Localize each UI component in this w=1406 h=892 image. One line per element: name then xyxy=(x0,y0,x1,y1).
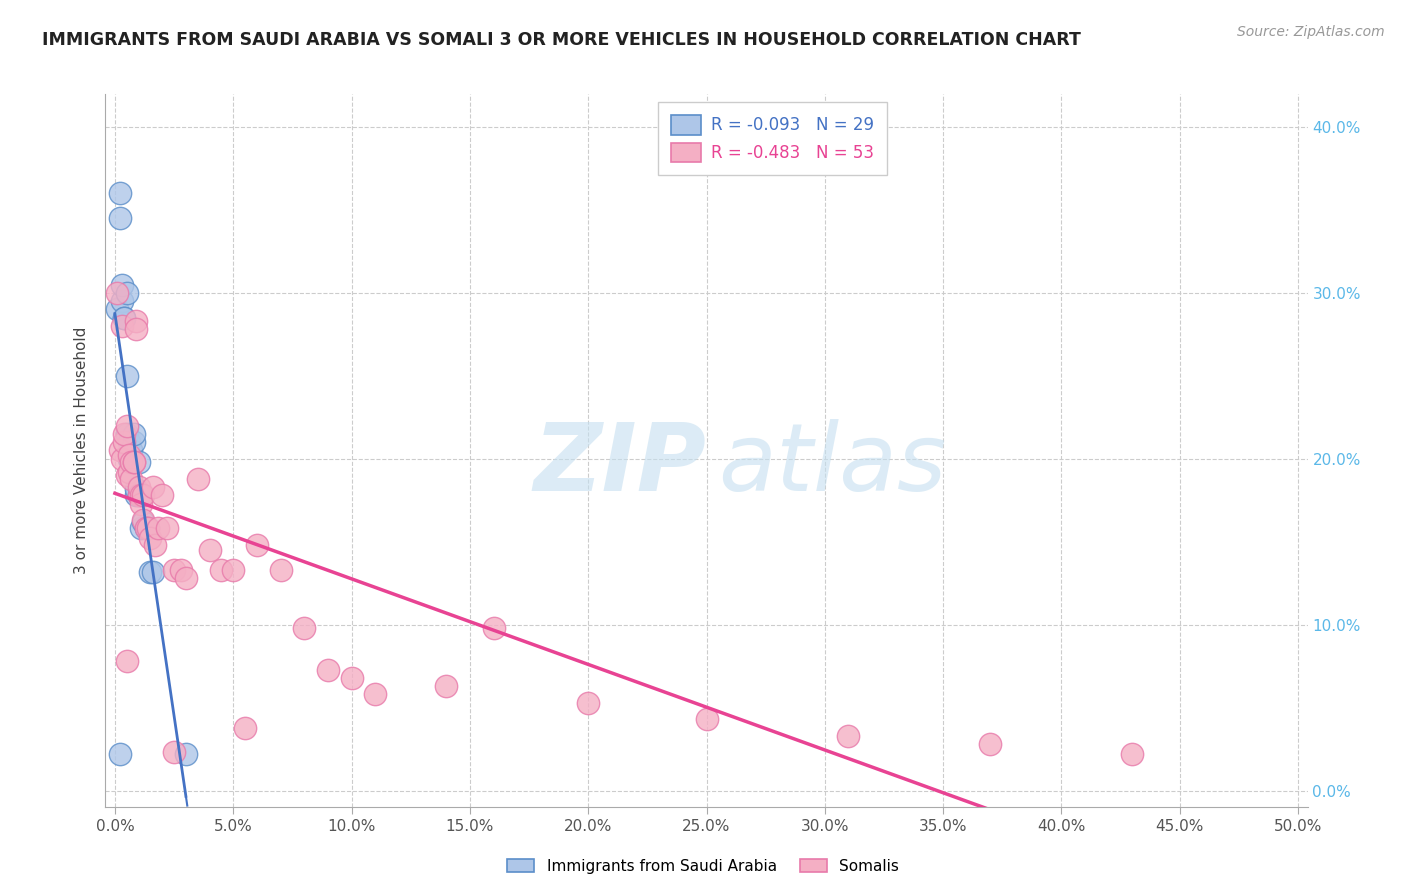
Point xyxy=(128,488,150,502)
Point xyxy=(128,455,150,469)
Point xyxy=(108,443,131,458)
Text: atlas: atlas xyxy=(718,419,946,510)
Point xyxy=(118,465,141,479)
Point xyxy=(128,480,150,494)
Point xyxy=(198,543,221,558)
Point xyxy=(209,563,232,577)
Legend: Immigrants from Saudi Arabia, Somalis: Immigrants from Saudi Arabia, Somalis xyxy=(501,853,905,880)
Point xyxy=(837,729,859,743)
Point xyxy=(174,571,197,585)
Point xyxy=(108,747,131,761)
Point xyxy=(136,521,159,535)
Point xyxy=(115,418,138,433)
Point xyxy=(118,449,141,463)
Point xyxy=(146,521,169,535)
Point xyxy=(115,285,138,300)
Point xyxy=(128,488,150,502)
Point xyxy=(129,488,152,502)
Point xyxy=(115,468,138,483)
Point xyxy=(170,563,193,577)
Point xyxy=(108,186,131,201)
Point xyxy=(115,426,138,441)
Text: IMMIGRANTS FROM SAUDI ARABIA VS SOMALI 3 OR MORE VEHICLES IN HOUSEHOLD CORRELATI: IMMIGRANTS FROM SAUDI ARABIA VS SOMALI 3… xyxy=(42,31,1081,49)
Point xyxy=(142,565,165,579)
Point xyxy=(143,538,166,552)
Point xyxy=(121,472,143,486)
Point xyxy=(125,314,148,328)
Point xyxy=(163,746,186,760)
Point xyxy=(139,532,162,546)
Point xyxy=(122,455,145,469)
Point xyxy=(115,368,138,383)
Point xyxy=(135,521,157,535)
Point xyxy=(105,285,128,300)
Point xyxy=(174,747,197,761)
Point xyxy=(121,455,143,469)
Point xyxy=(233,721,256,735)
Point xyxy=(156,521,179,535)
Point xyxy=(1121,747,1143,761)
Point xyxy=(187,472,209,486)
Point xyxy=(163,563,186,577)
Point xyxy=(122,455,145,469)
Point xyxy=(118,435,141,450)
Text: Source: ZipAtlas.com: Source: ZipAtlas.com xyxy=(1237,25,1385,39)
Point xyxy=(125,482,148,496)
Point xyxy=(122,435,145,450)
Point xyxy=(576,696,599,710)
Point xyxy=(112,426,135,441)
Point xyxy=(270,563,292,577)
Point xyxy=(129,488,152,502)
Point xyxy=(150,488,173,502)
Point xyxy=(135,521,157,535)
Point xyxy=(222,563,245,577)
Point xyxy=(292,621,315,635)
Point xyxy=(125,488,148,502)
Point xyxy=(434,679,457,693)
Text: ZIP: ZIP xyxy=(534,418,707,511)
Point xyxy=(482,621,505,635)
Point xyxy=(129,521,152,535)
Point xyxy=(112,310,135,325)
Point xyxy=(340,671,363,685)
Point xyxy=(129,497,152,511)
Point xyxy=(125,322,148,336)
Point xyxy=(105,302,128,317)
Point xyxy=(112,310,135,325)
Point xyxy=(111,277,134,292)
Point xyxy=(111,451,134,466)
Legend: R = -0.093   N = 29, R = -0.483   N = 53: R = -0.093 N = 29, R = -0.483 N = 53 xyxy=(658,102,887,176)
Y-axis label: 3 or more Vehicles in Household: 3 or more Vehicles in Household xyxy=(75,326,90,574)
Point xyxy=(121,443,143,458)
Point xyxy=(246,538,269,552)
Point xyxy=(132,488,155,502)
Point xyxy=(118,451,141,466)
Point xyxy=(111,318,134,333)
Point xyxy=(121,451,143,466)
Point xyxy=(111,294,134,309)
Point xyxy=(364,687,387,701)
Point xyxy=(112,435,135,450)
Point xyxy=(122,426,145,441)
Point xyxy=(696,712,718,726)
Point xyxy=(132,515,155,529)
Point xyxy=(115,654,138,668)
Point xyxy=(139,565,162,579)
Point xyxy=(136,521,159,535)
Point xyxy=(316,663,339,677)
Point xyxy=(108,211,131,226)
Point xyxy=(979,737,1001,751)
Point xyxy=(142,480,165,494)
Point xyxy=(132,513,155,527)
